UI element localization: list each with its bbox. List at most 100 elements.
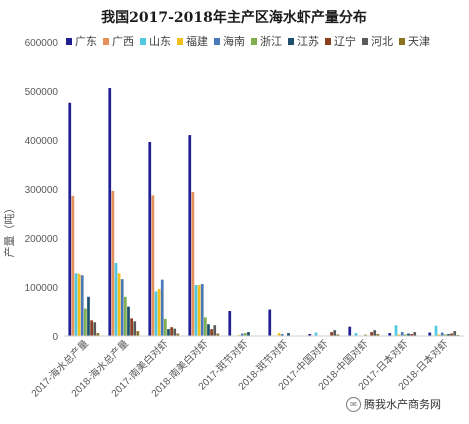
bar [453, 331, 457, 336]
bar [120, 279, 124, 336]
legend-label: 广西 [112, 35, 134, 48]
bar [68, 102, 72, 336]
bar [397, 334, 401, 336]
y-tick-label: 200000 [25, 234, 59, 245]
y-tick-label: 500000 [25, 87, 59, 98]
y-axis-label: 产量（吨） [2, 203, 16, 258]
bar [247, 332, 250, 336]
bar [228, 311, 232, 336]
bar [400, 332, 404, 336]
bar [74, 273, 78, 336]
y-tick-label: 100000 [25, 283, 59, 294]
bar [450, 333, 453, 336]
bar [210, 329, 213, 336]
bar [407, 333, 410, 336]
bar [216, 333, 220, 336]
bar [404, 334, 407, 336]
bar [434, 325, 438, 336]
bar [336, 334, 340, 336]
legend-swatch [362, 38, 368, 45]
bar [447, 334, 450, 336]
bar [114, 262, 118, 336]
bar [157, 288, 161, 336]
bar [268, 309, 272, 336]
y-axis-ticks: 0 100000 200000 300000 400000 500000 600000 [25, 38, 59, 343]
bar [130, 318, 133, 336]
legend-swatch [177, 38, 183, 45]
bar [373, 330, 377, 336]
bar [244, 333, 247, 336]
legend-label: 天津 [408, 35, 430, 48]
legend-swatch [399, 38, 405, 45]
legend-swatch [66, 38, 72, 45]
bar [87, 296, 90, 336]
bar [71, 195, 75, 336]
bar [151, 195, 155, 336]
bar [136, 331, 140, 336]
bar [170, 327, 173, 336]
legend-label: 山东 [149, 35, 171, 48]
bar [111, 190, 115, 336]
bar [240, 333, 244, 336]
legend-swatch [140, 38, 146, 45]
bar [200, 284, 204, 336]
legend-label: 辽宁 [334, 34, 356, 48]
bar [394, 325, 398, 336]
bar [77, 273, 81, 336]
bar [164, 318, 167, 336]
bar [428, 332, 432, 336]
legend-swatch [214, 38, 220, 45]
bar [176, 333, 180, 336]
legend-swatch [103, 38, 109, 45]
bar [364, 334, 367, 336]
bar [287, 333, 290, 336]
bars [68, 88, 460, 336]
legend-swatch [288, 38, 294, 45]
bar [197, 285, 201, 336]
bar [213, 325, 217, 336]
bar [370, 332, 373, 336]
bar [354, 333, 358, 336]
bar [330, 332, 333, 336]
y-tick-label: 0 [52, 332, 58, 343]
bar [437, 334, 441, 336]
bar [376, 334, 380, 336]
bar [96, 333, 100, 336]
bar [194, 285, 198, 336]
bar [277, 333, 281, 336]
bar [410, 334, 413, 336]
y-tick-label: 600000 [25, 38, 59, 49]
chart-title: 我国2017-2018年主产区海水虾产量分布 [101, 9, 367, 26]
bar [280, 334, 284, 336]
x-axis-categories: 2017-海水总产量2018-海水总产量2017-南美白对虾2018-南美白对虾… [28, 337, 451, 400]
bar [333, 330, 337, 336]
legend-label: 福建 [186, 34, 208, 48]
bar [90, 320, 93, 336]
bar [93, 322, 97, 336]
legend: 广东 广西 山东 福建 海南 浙江 江苏 辽宁 河北 天津 [66, 34, 430, 48]
bar [117, 273, 121, 336]
bar [388, 333, 392, 336]
bar [191, 191, 195, 336]
bar [108, 88, 112, 336]
legend-label: 江苏 [297, 35, 319, 48]
legend-label: 河北 [371, 35, 393, 48]
legend-label: 海南 [223, 34, 245, 48]
bar [413, 332, 417, 336]
bar [204, 317, 207, 336]
bar [348, 326, 352, 336]
bar [124, 296, 127, 336]
bar [127, 306, 130, 336]
bar [207, 324, 210, 336]
legend-swatch [251, 38, 257, 45]
wechat-icon: ✉ [346, 396, 361, 412]
bar [440, 332, 444, 336]
bar [133, 321, 137, 336]
bar [308, 334, 312, 336]
legend-label: 广东 [75, 35, 97, 48]
legend-swatch [325, 38, 331, 45]
legend-label: 浙江 [260, 35, 282, 48]
bar [84, 308, 87, 336]
bar [444, 334, 447, 336]
